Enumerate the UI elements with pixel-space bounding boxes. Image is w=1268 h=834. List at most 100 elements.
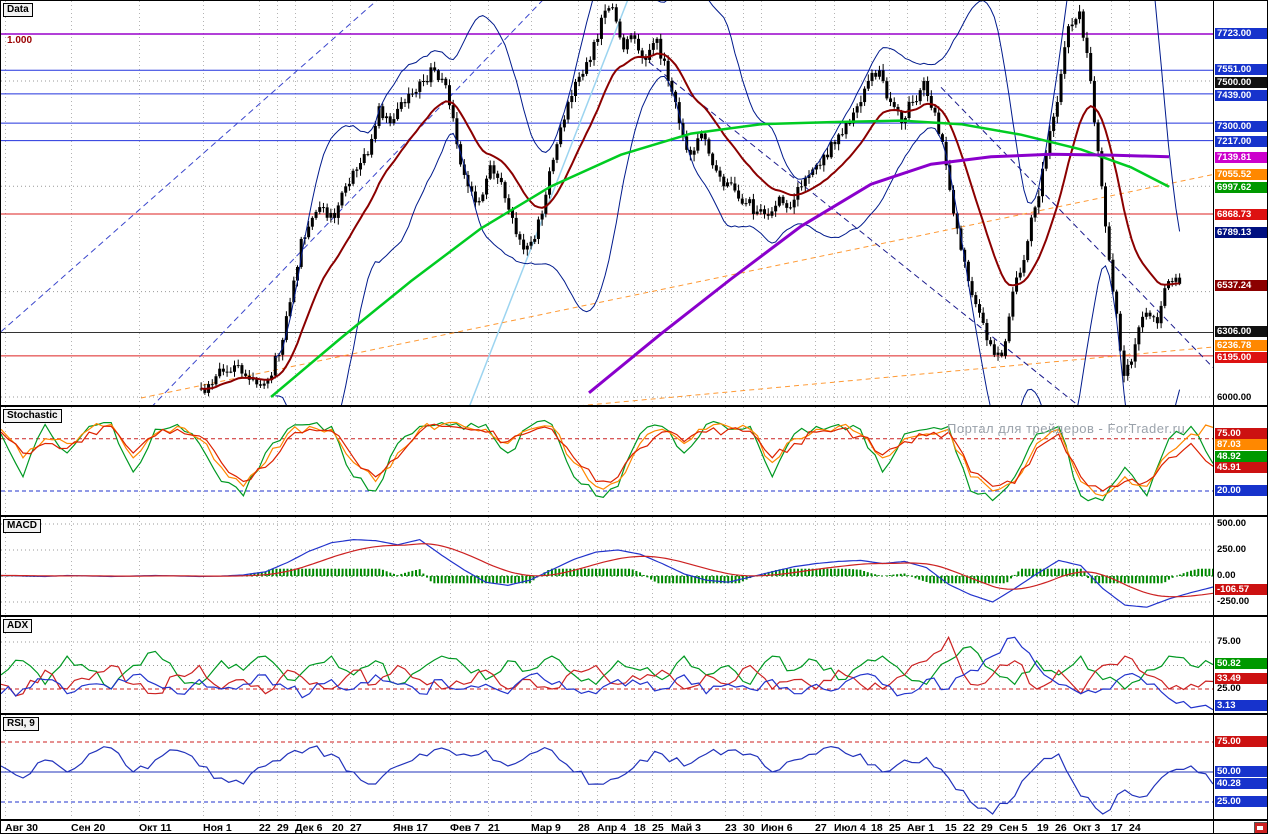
panel-separator[interactable]	[1, 819, 1267, 821]
time-axis-label: Авг 30	[5, 822, 39, 834]
time-axis-label: Янв 17	[393, 822, 428, 834]
time-axis-label: 29	[277, 822, 289, 834]
time-axis-label: 22	[259, 822, 271, 834]
stochastic-panel: Stochastic	[1, 407, 1213, 515]
time-axis-label: Фев 7	[450, 822, 481, 834]
rsi-chart-content	[1, 715, 1213, 819]
scale-label: 7217.00	[1215, 136, 1267, 147]
time-axis-label: Окт 3	[1073, 822, 1101, 834]
time-axis-label: 22	[963, 822, 975, 834]
time-axis-label: 23	[725, 822, 737, 834]
scale-label: 20.00	[1215, 485, 1267, 496]
macd-chart-canvas[interactable]	[1, 517, 1213, 615]
scale-label: 6195.00	[1215, 352, 1267, 363]
scale-label: 25.00	[1215, 796, 1267, 807]
scale-label: 7723.00	[1215, 28, 1267, 39]
time-axis-label: Июл 4	[834, 822, 866, 834]
scale-label: 6997.62	[1215, 182, 1267, 193]
stochastic-chart-content	[1, 407, 1213, 515]
time-axis-label: 28	[578, 822, 590, 834]
time-axis-label: 26	[1055, 822, 1067, 834]
scale-label: 6236.78	[1215, 340, 1267, 351]
scale-label: 6868.73	[1215, 209, 1267, 220]
rsi-chart-canvas[interactable]	[1, 715, 1213, 819]
price-chart-content	[1, 1, 1213, 405]
scale-label: 7139.81	[1215, 152, 1267, 163]
scale-label: 6789.13	[1215, 227, 1267, 238]
time-axis[interactable]: Авг 30 Сен 20 Окт 11 Ноя 1 22 29 Дек 6 20 27 Янв …	[1, 821, 1213, 834]
scale-label: -250.00	[1217, 596, 1250, 607]
time-axis-label: Июн 6	[761, 822, 793, 834]
scale-label: 3.13	[1215, 700, 1267, 711]
rsi-panel: RSI, 9	[1, 715, 1213, 819]
price-panel-title[interactable]: Data	[3, 3, 33, 17]
time-axis-label: Мар 9	[531, 822, 561, 834]
scale-label: 7439.00	[1215, 90, 1267, 101]
price-chart-canvas[interactable]	[1, 1, 1213, 405]
time-axis-label: 30	[743, 822, 755, 834]
watermark: Портал для трейдеров - ForTrader.ru	[947, 421, 1186, 436]
scale-label: 75.00	[1215, 736, 1267, 747]
time-axis-label: 29	[981, 822, 993, 834]
panel-separator[interactable]	[1, 515, 1267, 517]
scale-label: 33.49	[1215, 673, 1267, 684]
panel-separator[interactable]	[1, 405, 1267, 407]
price-scale-column[interactable]: 7723.00 7551.00 7500.00 7439.00 7300.00 7217.…	[1213, 1, 1267, 833]
time-axis-label: Авг 1	[907, 822, 935, 834]
scale-label: 50.00	[1215, 766, 1267, 777]
scale-label: 7055.52	[1215, 169, 1267, 180]
adx-panel: ADX	[1, 617, 1213, 713]
adx-chart-canvas[interactable]	[1, 617, 1213, 713]
scale-label: 6000.00	[1217, 392, 1252, 403]
time-axis-label: 25	[652, 822, 664, 834]
scale-label: 7500.00	[1215, 77, 1267, 88]
time-axis-label: Апр 4	[597, 822, 627, 834]
rsi-panel-title[interactable]: RSI, 9	[3, 717, 39, 731]
time-axis-label: 18	[871, 822, 883, 834]
time-axis-label: Сен 5	[999, 822, 1028, 834]
scale-label: 87.03	[1215, 439, 1267, 450]
time-axis-label: 19	[1037, 822, 1049, 834]
time-axis-label: 15	[945, 822, 957, 834]
fib-level-label: 1.000	[7, 35, 33, 46]
price-panel: Data 1.000	[1, 1, 1213, 405]
time-axis-label: 17	[1111, 822, 1123, 834]
stochastic-chart-canvas[interactable]	[1, 407, 1213, 515]
macd-panel: MACD	[1, 517, 1213, 615]
macd-chart-content	[1, 517, 1213, 615]
stochastic-panel-title[interactable]: Stochastic	[3, 409, 62, 423]
scale-label: 250.00	[1217, 544, 1247, 555]
time-axis-label: Ноя 1	[203, 822, 232, 834]
scale-label: 500.00	[1217, 518, 1247, 529]
adx-panel-title[interactable]: ADX	[3, 619, 33, 633]
time-axis-label: 20	[332, 822, 344, 834]
scale-label: 48.92	[1215, 451, 1267, 462]
time-axis-label: 21	[488, 822, 500, 834]
time-axis-label: 27	[815, 822, 827, 834]
scale-label: 45.91	[1215, 462, 1267, 473]
time-axis-label: Сен 20	[71, 822, 106, 834]
scale-label: 75.00	[1215, 428, 1267, 439]
scale-label: 25.00	[1217, 683, 1241, 694]
scale-label: 7300.00	[1215, 121, 1267, 132]
panel-separator[interactable]	[1, 713, 1267, 715]
time-axis-label: Дек 6	[295, 822, 323, 834]
time-axis-label: 24	[1129, 822, 1141, 834]
scale-label: 6537.24	[1215, 280, 1267, 291]
time-axis-label: 27	[350, 822, 362, 834]
chart-properties-icon[interactable]	[1254, 822, 1267, 833]
scale-label: 50.82	[1215, 658, 1267, 669]
time-axis-label: 25	[889, 822, 901, 834]
time-axis-label: Окт 11	[139, 822, 172, 834]
macd-panel-title[interactable]: MACD	[3, 519, 41, 533]
scale-label: 6306.00	[1215, 326, 1267, 337]
adx-chart-content	[1, 617, 1213, 713]
time-axis-label: 18	[634, 822, 646, 834]
scale-label: -106.57	[1215, 584, 1267, 595]
scale-label: 0.00	[1217, 570, 1236, 581]
time-axis-label: Май 3	[671, 822, 701, 834]
scale-label: 40.28	[1215, 778, 1267, 789]
scale-label: 75.00	[1217, 636, 1241, 647]
panel-separator[interactable]	[1, 615, 1267, 617]
